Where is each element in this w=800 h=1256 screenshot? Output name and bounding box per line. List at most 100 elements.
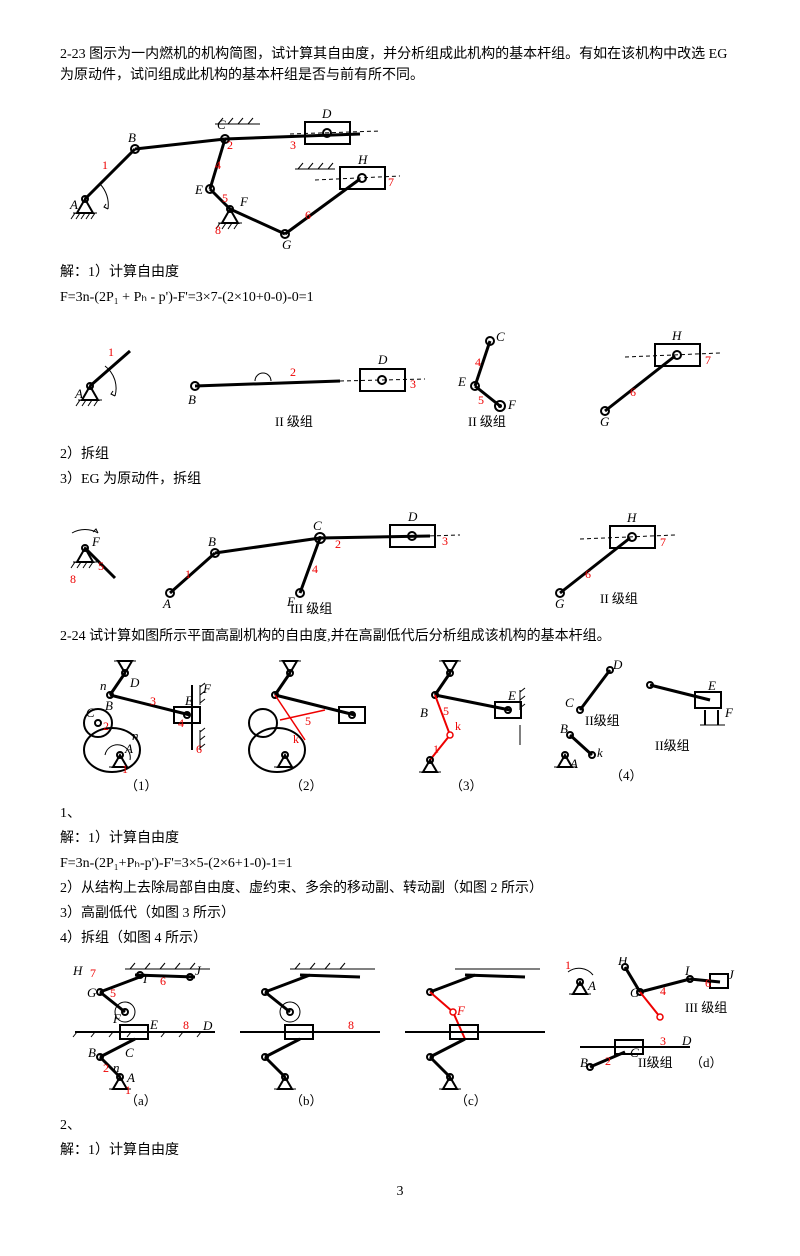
svg-text:II 级组: II 级组 xyxy=(275,414,313,429)
svg-text:C: C xyxy=(496,329,505,344)
svg-text:1: 1 xyxy=(433,742,439,756)
svg-text:6: 6 xyxy=(196,742,202,756)
svg-text:n: n xyxy=(113,1060,120,1075)
num-6: 6 xyxy=(305,208,311,222)
svg-text:A: A xyxy=(74,386,83,401)
svg-text:II级组: II级组 xyxy=(638,1055,673,1070)
svg-text:G: G xyxy=(87,985,97,1000)
svg-text:k: k xyxy=(597,745,603,760)
svg-text:D: D xyxy=(612,657,623,672)
svg-text:II级组: II级组 xyxy=(655,738,690,753)
svg-text:1: 1 xyxy=(565,958,571,972)
svg-text:A: A xyxy=(124,741,133,756)
label-F: F xyxy=(239,194,249,209)
svg-text:G: G xyxy=(630,985,640,1000)
num-5: 5 xyxy=(222,191,228,205)
svg-text:F: F xyxy=(112,1011,122,1026)
svg-text:3: 3 xyxy=(442,534,448,548)
diagram-224-row1: D F E C B A n n 2 3 4 1 6 （1） xyxy=(60,655,740,795)
svg-text:B: B xyxy=(88,1045,96,1060)
num-2: 2 xyxy=(227,138,233,152)
svg-text:2: 2 xyxy=(103,1061,109,1075)
num-8: 8 xyxy=(215,223,221,237)
svg-text:B: B xyxy=(420,705,428,720)
svg-text:II级组: II级组 xyxy=(585,713,620,728)
svg-text:J: J xyxy=(195,963,202,978)
label-A: A xyxy=(69,197,78,212)
svg-text:D: D xyxy=(407,509,418,524)
svg-text:（3）: （3） xyxy=(450,778,483,793)
svg-text:3: 3 xyxy=(660,1034,666,1048)
num-7: 7 xyxy=(388,175,394,189)
svg-text:6: 6 xyxy=(585,567,591,581)
sol-224-3: 3）高副低代（如图 3 所示） xyxy=(60,903,740,924)
svg-text:D: D xyxy=(202,1018,213,1033)
svg-text:E: E xyxy=(457,374,466,389)
svg-text:6: 6 xyxy=(160,974,166,988)
svg-text:F: F xyxy=(456,1003,466,1018)
num-1: 1 xyxy=(102,158,108,172)
svg-text:4: 4 xyxy=(312,562,318,576)
svg-text:8: 8 xyxy=(70,572,76,586)
svg-text:A: A xyxy=(569,756,578,771)
svg-text:1: 1 xyxy=(122,762,128,776)
svg-text:B: B xyxy=(208,534,216,549)
svg-text:E: E xyxy=(507,688,516,703)
svg-text:J: J xyxy=(728,967,735,982)
svg-text:5: 5 xyxy=(110,986,116,1000)
label-B: B xyxy=(128,130,136,145)
svg-text:I: I xyxy=(142,971,148,986)
svg-text:III 级组: III 级组 xyxy=(290,601,332,616)
diagram-223-main: A B C D E F G H 1 2 3 4 5 6 7 8 xyxy=(60,94,740,254)
svg-text:A: A xyxy=(162,596,171,611)
sol-223-3: 3）EG 为原动件，拆组 xyxy=(60,469,740,490)
svg-text:4: 4 xyxy=(178,716,184,730)
svg-text:I: I xyxy=(684,963,690,978)
svg-text:n: n xyxy=(132,728,139,743)
svg-text:3: 3 xyxy=(150,694,156,708)
svg-text:2: 2 xyxy=(605,1054,611,1068)
svg-text:F: F xyxy=(507,397,517,412)
svg-text:B: B xyxy=(188,392,196,407)
sol-223-1: 解：1）计算自由度 xyxy=(60,262,740,283)
svg-text:5: 5 xyxy=(443,704,449,718)
svg-text:（2）: （2） xyxy=(290,778,323,793)
svg-text:H: H xyxy=(671,328,682,343)
svg-text:1: 1 xyxy=(185,567,191,581)
svg-text:（4）: （4） xyxy=(610,768,643,783)
num-3: 3 xyxy=(290,138,296,152)
svg-text:B: B xyxy=(580,1055,588,1070)
svg-text:5: 5 xyxy=(98,559,104,573)
diagram-223-split: A 1 B D 2 3 II 级组 C E F 4 5 II 级组 G H 6 … xyxy=(60,316,740,436)
svg-text:C: C xyxy=(313,518,322,533)
svg-text:H: H xyxy=(617,957,628,968)
svg-text:H: H xyxy=(626,510,637,525)
diagram-224-row2: H G I J F E D B C A n 7 5 6 8 2 1 （a） xyxy=(60,957,740,1107)
sol-224-2-1: 解：1）计算自由度 xyxy=(60,1140,740,1161)
svg-text:（c）: （c） xyxy=(455,1093,487,1107)
svg-text:4: 4 xyxy=(475,355,481,369)
svg-text:II 级组: II 级组 xyxy=(600,591,638,606)
svg-text:F: F xyxy=(91,534,101,549)
svg-text:6: 6 xyxy=(705,976,711,990)
num-224-1: 1、 xyxy=(60,803,740,824)
svg-text:2: 2 xyxy=(103,719,109,733)
svg-text:C: C xyxy=(565,695,574,710)
svg-text:III 级组: III 级组 xyxy=(685,1000,727,1015)
svg-text:8: 8 xyxy=(348,1018,354,1032)
svg-text:F: F xyxy=(724,705,734,720)
svg-text:2: 2 xyxy=(290,365,296,379)
label-D: D xyxy=(321,106,332,121)
svg-text:（d）: （d） xyxy=(690,1055,723,1070)
svg-text:1: 1 xyxy=(108,345,114,359)
svg-text:7: 7 xyxy=(90,966,96,980)
sol-224-4: 4）拆组（如图 4 所示） xyxy=(60,928,740,949)
num-224-2: 2、 xyxy=(60,1115,740,1136)
svg-text:（a）: （a） xyxy=(125,1093,157,1107)
svg-text:7: 7 xyxy=(660,535,666,549)
num-4: 4 xyxy=(215,158,221,172)
label-G: G xyxy=(282,237,292,252)
svg-text:D: D xyxy=(681,1033,692,1048)
label-H: H xyxy=(357,152,368,167)
svg-text:5: 5 xyxy=(478,393,484,407)
